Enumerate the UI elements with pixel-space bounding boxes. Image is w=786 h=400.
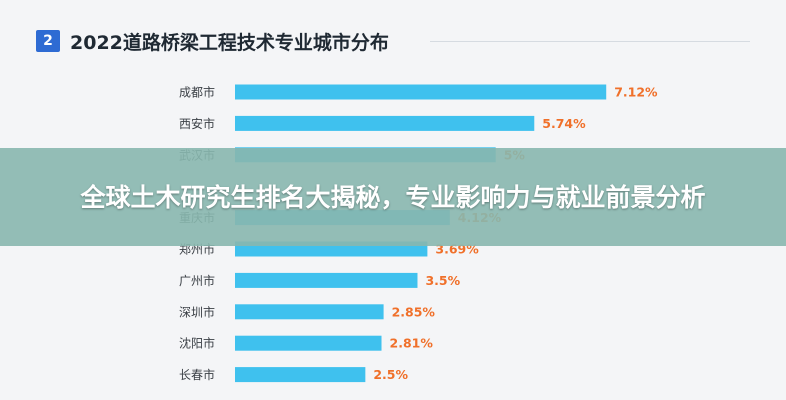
- category-label: 深圳市: [179, 304, 215, 319]
- header-divider: [430, 41, 750, 42]
- value-label: 2.81%: [390, 336, 434, 351]
- value-label: 7.12%: [614, 85, 658, 100]
- bar: [235, 272, 418, 288]
- chart-title: 2022道路桥梁工程技术专业城市分布: [70, 31, 389, 54]
- headline-text: 全球土木研究生排名大揭秘，专业影响力与就业前景分析: [80, 182, 706, 212]
- bar: [235, 115, 535, 131]
- chart-header: 2 2022道路桥梁工程技术专业城市分布: [36, 28, 389, 54]
- bar: [235, 367, 366, 383]
- value-label: 3.5%: [425, 273, 460, 288]
- bar: [235, 84, 607, 100]
- category-label: 长春市: [179, 367, 215, 382]
- category-label: 广州市: [179, 273, 215, 288]
- bar: [235, 335, 382, 351]
- category-label: 成都市: [179, 85, 215, 100]
- value-label: 5.74%: [542, 116, 586, 131]
- category-label: 西安市: [179, 116, 215, 131]
- value-label: 2.5%: [373, 367, 408, 382]
- value-label: 2.85%: [392, 304, 436, 319]
- headline-banner: 全球土木研究生排名大揭秘，专业影响力与就业前景分析: [0, 148, 786, 246]
- section-number-badge: 2: [36, 30, 60, 52]
- bar: [235, 304, 384, 320]
- category-label: 沈阳市: [179, 336, 215, 351]
